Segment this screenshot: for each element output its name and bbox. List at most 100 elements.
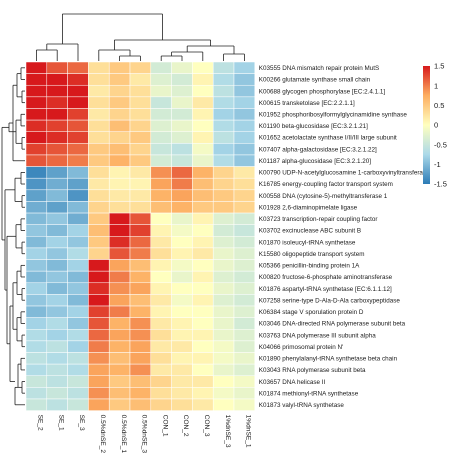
heatmap-cell (88, 375, 110, 388)
heatmap-cell (171, 352, 193, 365)
heatmap-cell (150, 375, 172, 388)
heatmap-cell (171, 166, 193, 179)
heatmap-cell (88, 201, 110, 214)
heatmap-cell (171, 317, 193, 330)
heatmap-cell (25, 329, 48, 342)
row-dendrogram (1, 67, 25, 406)
heatmap-cell (108, 282, 131, 295)
heatmap-cell (192, 236, 214, 249)
heatmap-cell (25, 108, 48, 121)
heatmap-cell (46, 96, 68, 109)
heatmap-cell (129, 201, 152, 214)
row-label: K03702 excinuclease ABC subunit B (259, 228, 361, 235)
heatmap-cell (88, 119, 110, 132)
row-label: K07407 alpha-galactosidase [EC:3.2.1.22] (259, 146, 377, 153)
heatmap-cell (25, 119, 48, 132)
heatmap-cell (88, 387, 110, 400)
legend-tick-label: -1 (434, 160, 441, 169)
heatmap-cell (150, 329, 172, 342)
heatmap-cell (129, 352, 152, 365)
heatmap-cell (150, 212, 172, 225)
heatmap-cell (108, 305, 131, 318)
heatmap-cell (233, 398, 256, 411)
heatmap-cell (108, 387, 131, 400)
heatmap-cell (150, 131, 172, 144)
row-label: K00820 fructose-6-phosphate aminotransfe… (259, 274, 393, 281)
heatmap-cell (129, 305, 152, 318)
row-label: K01874 methionyl-tRNA synthetase (259, 390, 359, 397)
heatmap-cell (192, 282, 214, 295)
heatmap-cell (129, 212, 152, 225)
heatmap-cell (233, 247, 256, 260)
row-labels: K03555 DNA mismatch repair protein MutS K… (259, 65, 430, 409)
heatmap-cell (171, 236, 193, 249)
heatmap-cell (108, 247, 131, 260)
heatmap-cell (129, 270, 152, 284)
heatmap-cell (46, 119, 68, 132)
heatmap-cell (25, 154, 48, 167)
heatmap-cell (46, 340, 68, 353)
heatmap-cell (171, 387, 193, 400)
heatmap-cell (192, 387, 214, 400)
row-label: K00615 transketolase [EC:2.2.1.1] (259, 100, 355, 107)
heatmap-cell (88, 84, 110, 98)
heatmap-cell (212, 166, 235, 179)
row-label: K04066 primosomal protein N' (259, 344, 344, 351)
heatmap-cell (233, 96, 256, 109)
heatmap-cell (150, 224, 172, 237)
heatmap-cell (46, 294, 68, 307)
heatmap-cell (233, 61, 256, 74)
heatmap-cell (25, 375, 48, 388)
heatmap-cell (88, 108, 110, 121)
heatmap-cell (192, 398, 214, 411)
heatmap-cell (171, 131, 193, 144)
heatmap-cell (25, 259, 48, 272)
heatmap-cell (150, 259, 172, 272)
heatmap-cell (67, 340, 89, 353)
heatmap-cell (192, 352, 214, 365)
heatmap-cells (25, 61, 256, 411)
heatmap-cell (46, 212, 68, 225)
heatmap-cell (67, 166, 89, 179)
column-label: 0.5%dnSE_1 (120, 415, 127, 454)
heatmap-cell (108, 131, 131, 144)
heatmap-cell (171, 224, 193, 237)
heatmap-cell (192, 154, 214, 167)
heatmap-cell (129, 189, 152, 202)
heatmap-cell (129, 131, 152, 144)
column-label: SE_1 (57, 415, 64, 431)
heatmap-cell (212, 259, 235, 272)
heatmap-cell (88, 177, 110, 191)
heatmap-cell (233, 363, 256, 376)
heatmap-cell (46, 247, 68, 260)
row-label: K00266 glutamate synthase small chain (259, 77, 371, 84)
column-label: CON_2 (182, 415, 189, 437)
heatmap-cell (129, 317, 152, 330)
heatmap-cell (129, 294, 152, 307)
heatmap-cell (25, 61, 48, 74)
heatmap-cell (212, 154, 235, 167)
heatmap-cell (171, 247, 193, 260)
heatmap-cell (150, 317, 172, 330)
heatmap-cell (46, 375, 68, 388)
heatmap-cell (192, 247, 214, 260)
heatmap-cell (88, 329, 110, 342)
heatmap-cell (129, 387, 152, 400)
heatmap-cell (233, 189, 256, 202)
heatmap-cell (108, 270, 131, 284)
heatmap-cell (25, 305, 48, 318)
heatmap-cell (108, 259, 131, 272)
heatmap-cell (88, 340, 110, 353)
heatmap-cell (150, 398, 172, 411)
heatmap-cell (67, 387, 89, 400)
column-label: 0.5%dnSE_2 (99, 415, 106, 454)
heatmap-cell (192, 375, 214, 388)
heatmap-cell (212, 61, 235, 74)
heatmap-cell (88, 73, 110, 86)
row-label: K01952 phosphoribosylformylglycinamidine… (259, 111, 408, 118)
heatmap-cell (192, 131, 214, 144)
heatmap-cell (46, 177, 68, 191)
heatmap-cell (108, 119, 131, 132)
heatmap-cell (46, 166, 68, 179)
heatmap-cell (67, 317, 89, 330)
